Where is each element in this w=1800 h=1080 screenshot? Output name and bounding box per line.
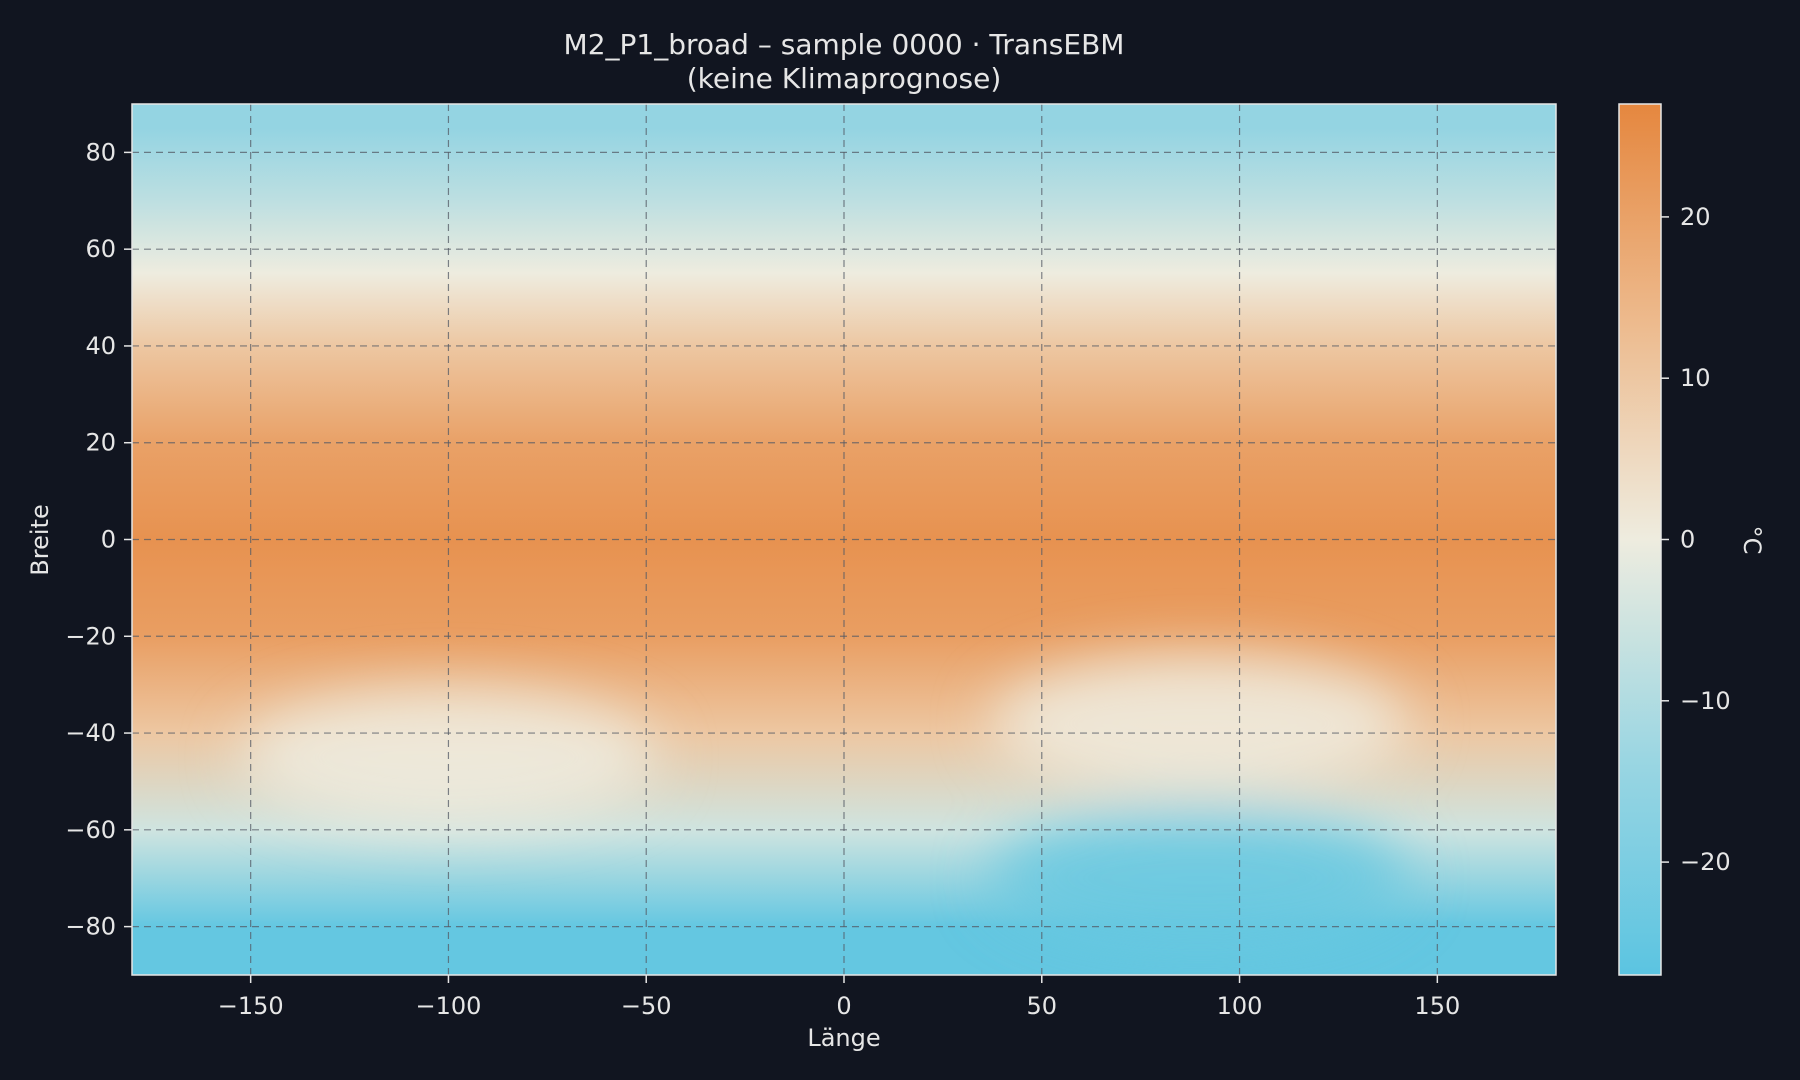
heatmap-anomaly (990, 653, 1410, 794)
y-tick-label: 60 (85, 235, 116, 263)
colorbar-tick-label: −10 (1680, 687, 1731, 715)
colorbar: 20 10 0 −10 −20 °C (1618, 103, 1766, 976)
y-axis-ticks: 80 60 40 20 0 −20 −40 −60 −80 (65, 138, 132, 941)
heatmap-anomalies (238, 653, 1410, 949)
colorbar-tick-label: −20 (1680, 848, 1731, 876)
x-tick-label: −150 (218, 992, 284, 1020)
x-tick-label: −50 (621, 992, 672, 1020)
chart-subtitle: (keine Klimaprognose) (686, 62, 1002, 95)
x-tick-label: 150 (1414, 992, 1460, 1020)
y-axis-label: Breite (26, 504, 54, 575)
heatmap-anomaly (990, 808, 1410, 949)
x-tick-label: 100 (1217, 992, 1263, 1020)
heatmap-field (132, 104, 1556, 975)
x-axis-label: Länge (807, 1024, 880, 1052)
colorbar-ticks: 20 10 0 −10 −20 (1661, 203, 1731, 876)
colorbar-tick-label: 10 (1680, 364, 1711, 392)
colorbar-scale (1618, 103, 1662, 976)
y-tick-label: −80 (65, 913, 116, 941)
y-tick-label: 80 (85, 138, 116, 166)
y-tick-label: 0 (101, 526, 116, 554)
y-tick-label: −40 (65, 719, 116, 747)
x-axis-ticks: −150 −100 −50 0 50 100 150 (218, 975, 1460, 1020)
x-tick-label: 50 (1027, 992, 1058, 1020)
colorbar-tick-label: 20 (1680, 203, 1711, 231)
y-tick-label: 20 (85, 429, 116, 457)
colorbar-label: °C (1738, 526, 1766, 555)
y-tick-label: −60 (65, 816, 116, 844)
y-tick-label: 40 (85, 332, 116, 360)
x-tick-label: 0 (836, 992, 851, 1020)
chart-title: M2_P1_broad – sample 0000 · TransEBM (563, 28, 1125, 61)
x-tick-label: −100 (415, 992, 481, 1020)
colorbar-tick-label: 0 (1680, 526, 1695, 554)
heatmap-plot-area (131, 103, 1557, 976)
grid-lines (132, 104, 1556, 975)
y-tick-label: −20 (65, 622, 116, 650)
